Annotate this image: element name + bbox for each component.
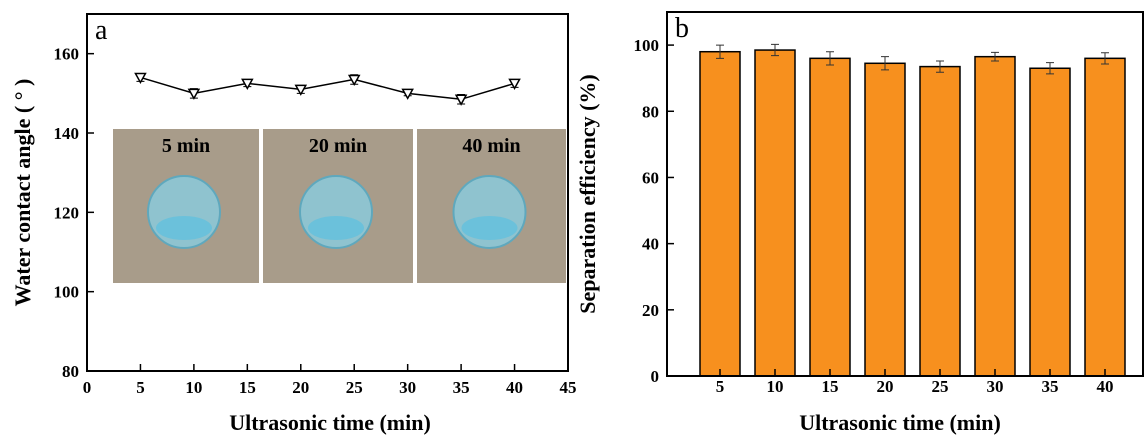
error-bar bbox=[1046, 62, 1054, 75]
x-tick-label: 15 bbox=[822, 377, 839, 396]
marker bbox=[241, 78, 254, 90]
y-tick-label: 60 bbox=[642, 168, 659, 187]
bar bbox=[809, 57, 851, 377]
x-tick-label: 25 bbox=[346, 378, 363, 397]
error-bar bbox=[771, 43, 779, 57]
error-bar bbox=[991, 51, 999, 62]
y-tick-label: 100 bbox=[54, 283, 80, 302]
x-tick-label: 35 bbox=[453, 378, 470, 397]
inset-label: 20 min bbox=[309, 135, 367, 157]
y-tick-label: 0 bbox=[651, 367, 660, 386]
bar bbox=[1084, 57, 1126, 377]
error-bar bbox=[936, 60, 944, 73]
plot-frame bbox=[666, 11, 1144, 377]
x-tick-label: 0 bbox=[83, 378, 92, 397]
marker bbox=[187, 88, 201, 100]
inset-label: 5 min bbox=[162, 135, 210, 157]
x-tick-label: 10 bbox=[767, 377, 784, 396]
bar bbox=[974, 55, 1016, 377]
error-bar bbox=[826, 51, 834, 66]
y-tick-label: 120 bbox=[54, 203, 80, 222]
x-tick-label: 15 bbox=[239, 378, 256, 397]
y-tick-label: 80 bbox=[62, 362, 79, 381]
y-tick-label: 100 bbox=[634, 36, 660, 55]
panel-label: b bbox=[675, 13, 689, 44]
x-tick-label: 30 bbox=[399, 378, 416, 397]
bar bbox=[699, 50, 741, 377]
plot-frame bbox=[86, 13, 569, 372]
x-tick-label: 40 bbox=[506, 378, 523, 397]
x-tick-label: 20 bbox=[292, 378, 309, 397]
y-axis-title: Separation efficiency (%) bbox=[575, 74, 600, 314]
y-tick-label: 140 bbox=[54, 124, 80, 143]
droplet-shine bbox=[156, 216, 212, 240]
droplet-shine bbox=[461, 216, 518, 240]
x-tick-label: 45 bbox=[560, 378, 577, 397]
y-tick-label: 80 bbox=[642, 102, 659, 121]
error-bar bbox=[881, 56, 889, 71]
x-tick-label: 40 bbox=[1097, 377, 1114, 396]
panel-label: a bbox=[95, 15, 108, 46]
x-axis-title: Ultrasonic time (min) bbox=[229, 410, 431, 435]
marker bbox=[294, 84, 308, 96]
marker bbox=[401, 88, 414, 100]
bar bbox=[1029, 67, 1071, 377]
droplet-shine bbox=[308, 216, 364, 240]
inset-label: 40 min bbox=[462, 135, 520, 157]
error-bar bbox=[716, 44, 724, 59]
y-tick-label: 40 bbox=[642, 235, 659, 254]
x-tick-label: 5 bbox=[716, 377, 725, 396]
marker bbox=[134, 72, 147, 85]
x-tick-label: 5 bbox=[136, 378, 145, 397]
bar bbox=[919, 65, 961, 377]
x-axis-title: Ultrasonic time (min) bbox=[799, 410, 1001, 435]
x-tick-label: 10 bbox=[185, 378, 202, 397]
x-tick-label: 20 bbox=[877, 377, 894, 396]
line bbox=[140, 76, 515, 101]
bar bbox=[864, 62, 906, 377]
marker bbox=[347, 74, 361, 86]
x-tick-label: 30 bbox=[987, 377, 1004, 396]
y-tick-label: 20 bbox=[642, 301, 659, 320]
y-axis-title: Water contact angle ( ° ) bbox=[10, 79, 35, 307]
x-tick-label: 25 bbox=[932, 377, 949, 396]
x-tick-label: 35 bbox=[1042, 377, 1059, 396]
bar bbox=[754, 49, 796, 377]
error-bar bbox=[1101, 52, 1109, 65]
marker bbox=[508, 78, 521, 90]
y-tick-label: 160 bbox=[54, 45, 80, 64]
marker bbox=[454, 94, 468, 106]
